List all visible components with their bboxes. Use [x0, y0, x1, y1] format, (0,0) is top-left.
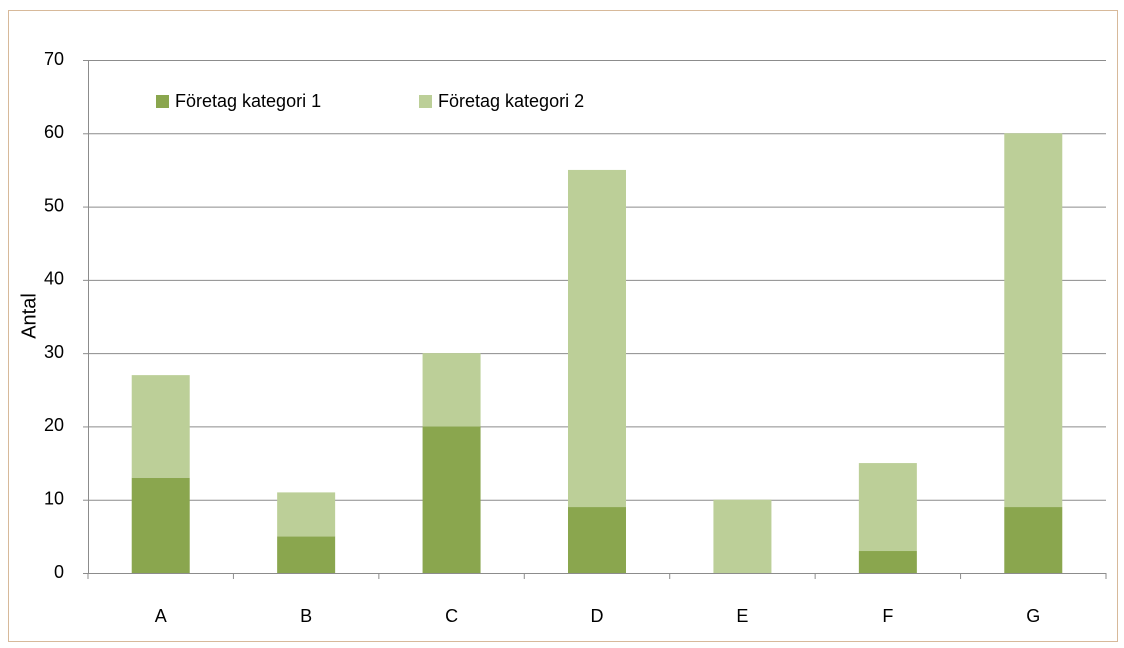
bar-segment: [131, 375, 190, 478]
bar-segment: [422, 426, 481, 573]
y-axis-label: Antal: [18, 293, 40, 339]
y-tick-label: 50: [44, 195, 64, 215]
x-tick-label: G: [1026, 606, 1040, 626]
bar-segment: [1004, 133, 1063, 508]
x-tick-label: B: [300, 606, 312, 626]
x-tick-label: E: [736, 606, 748, 626]
x-tick-label: A: [155, 606, 167, 626]
y-tick-label: 70: [44, 49, 64, 69]
legend-swatch: [156, 95, 169, 108]
bar-segment: [858, 551, 917, 573]
bar-segment: [568, 507, 626, 573]
y-tick-label: 60: [44, 122, 64, 142]
y-tick-label: 40: [44, 269, 64, 289]
bar-segment: [277, 536, 336, 573]
legend-label: Företag kategori 2: [438, 91, 584, 111]
x-tick-label: F: [882, 606, 893, 626]
y-tick-label: 30: [44, 342, 64, 362]
y-tick-label: 10: [44, 488, 64, 508]
bar-segment: [1004, 507, 1063, 573]
bar-segment: [713, 499, 772, 573]
x-tick-label: C: [445, 606, 458, 626]
y-tick-label: 0: [54, 562, 64, 582]
bar-segment: [277, 492, 336, 537]
bar-segment: [568, 169, 626, 508]
legend-label: Företag kategori 1: [175, 91, 321, 111]
y-tick-label: 20: [44, 415, 64, 435]
bar-segment: [858, 463, 917, 552]
x-tick-label: D: [591, 606, 604, 626]
bar-segment: [131, 477, 190, 573]
legend-swatch: [419, 95, 432, 108]
chart-border: [8, 10, 1118, 642]
bar-segment: [422, 353, 481, 427]
